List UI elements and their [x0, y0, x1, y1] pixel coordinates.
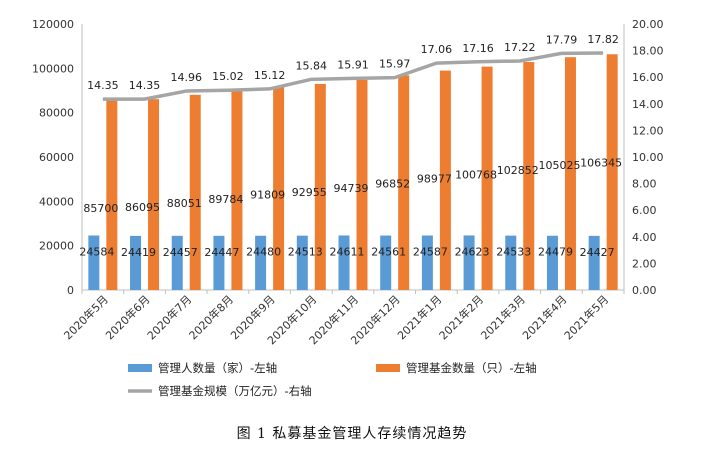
- bar-managers: [338, 235, 350, 290]
- data-label-managers: 24457: [163, 246, 198, 259]
- right-tick-label: 12.00: [632, 124, 664, 137]
- right-tick-label: 14.00: [632, 98, 664, 111]
- data-label-scale: 17.16: [462, 42, 494, 55]
- data-label-funds: 102852: [497, 164, 539, 177]
- data-label-scale: 15.97: [379, 58, 411, 71]
- data-label-managers: 24427: [580, 246, 615, 259]
- data-label-managers: 24623: [455, 245, 490, 258]
- bar-managers: [505, 235, 517, 290]
- bar-funds: [564, 57, 576, 291]
- data-label-scale: 17.82: [587, 33, 619, 46]
- data-label-managers: 24533: [496, 246, 531, 259]
- bar-funds: [481, 66, 493, 290]
- bar-funds: [439, 70, 451, 290]
- left-tick-label: 100000: [32, 62, 74, 75]
- data-label-funds: 89784: [208, 193, 243, 206]
- bar-funds: [523, 62, 535, 290]
- left-tick-label: 20000: [39, 240, 74, 253]
- right-tick-label: 16.00: [632, 71, 664, 84]
- line-scale: [102, 51, 604, 101]
- legend-swatch: [128, 364, 152, 372]
- data-label-managers: 24419: [121, 246, 156, 259]
- bar-funds: [189, 94, 201, 290]
- data-label-managers: 24611: [330, 245, 365, 258]
- data-label-managers: 24480: [246, 246, 281, 259]
- data-label-scale: 17.06: [421, 43, 453, 56]
- left-tick-label: 80000: [39, 107, 74, 120]
- bar-funds: [356, 79, 368, 291]
- data-label-managers: 24447: [204, 246, 239, 259]
- left-tick-label: 40000: [39, 195, 74, 208]
- data-label-managers: 24587: [413, 245, 448, 258]
- legend-label: 管理人数量（家）-左轴: [158, 361, 277, 375]
- bar-managers: [255, 235, 267, 290]
- left-tick-label: 60000: [39, 151, 74, 164]
- bar-funds: [606, 54, 618, 290]
- bar-managers: [546, 235, 558, 290]
- data-label-funds: 86095: [125, 201, 160, 214]
- data-label-scale: 17.79: [546, 33, 578, 46]
- data-label-funds: 91809: [250, 188, 285, 201]
- bar-managers: [213, 235, 225, 290]
- right-tick-label: 0.00: [632, 284, 657, 297]
- bar-funds: [398, 75, 410, 290]
- bar-managers: [171, 235, 183, 290]
- legend-label: 管理基金规模（万亿元）-右轴: [158, 384, 312, 398]
- right-tick-label: 8.00: [632, 178, 657, 191]
- bar-managers: [380, 235, 392, 290]
- line-series: [102, 51, 604, 101]
- bar-managers: [296, 235, 308, 290]
- data-label-managers: 24584: [79, 246, 114, 259]
- data-label-scale: 15.02: [212, 70, 244, 83]
- right-tick-label: 18.00: [632, 45, 664, 58]
- data-label-funds: 92955: [292, 186, 327, 199]
- data-label-scale: 14.35: [129, 79, 161, 92]
- data-label-scale: 15.12: [254, 69, 286, 82]
- bar-series: [88, 54, 618, 291]
- left-axis: 0 20000 40000 60000 80000 100000 120000: [32, 18, 83, 297]
- right-tick-label: 2.00: [632, 257, 657, 270]
- legend-label: 管理基金数量（只）-左轴: [406, 361, 537, 375]
- right-tick-label: 20.00: [632, 18, 664, 31]
- legend-swatch: [376, 364, 400, 372]
- data-label-funds: 88051: [167, 197, 202, 210]
- data-label-managers: 24561: [371, 246, 406, 259]
- data-labels: 24584 24419 24457 24447 24480 24513 24611 24561…: [79, 33, 622, 259]
- bar-funds: [314, 83, 326, 290]
- bar-managers: [588, 235, 600, 290]
- bar-funds: [106, 100, 118, 290]
- bar-funds: [231, 90, 243, 291]
- left-tick-label: 120000: [32, 18, 74, 31]
- bar-funds: [273, 86, 285, 290]
- data-label-scale: 14.96: [170, 71, 202, 84]
- data-label-funds: 100768: [455, 169, 497, 182]
- data-label-scale: 15.91: [337, 58, 369, 71]
- right-axis: 0.00 2.00 4.00 6.00 8.00 10.00 12.00 14.00 16.00…: [623, 18, 664, 297]
- left-tick-label: 0: [67, 284, 74, 297]
- data-label-funds: 94739: [334, 182, 369, 195]
- bar-managers: [463, 235, 475, 290]
- figure-caption: 图 1 私募基金管理人存续情况趋势: [237, 425, 468, 442]
- x-tick-label: 2021年5月: [561, 292, 611, 342]
- data-label-managers: 24479: [538, 246, 573, 259]
- x-axis: 2020年5月2020年6月2020年7月2020年8月2020年9月2020年…: [61, 289, 625, 347]
- bar-funds: [148, 99, 160, 290]
- data-label-scale: 14.35: [87, 79, 119, 92]
- data-label-funds: 85700: [83, 202, 118, 215]
- bar-managers: [88, 235, 100, 290]
- data-label-scale: 15.84: [296, 59, 328, 72]
- data-label-funds: 96852: [375, 177, 410, 190]
- data-label-funds: 98977: [417, 173, 452, 186]
- data-label-funds: 105025: [538, 159, 580, 172]
- data-label-funds: 106345: [580, 156, 622, 169]
- data-label-managers: 24513: [288, 246, 323, 259]
- data-label-scale: 17.22: [504, 41, 536, 54]
- bar-managers: [421, 235, 433, 290]
- bar-managers: [130, 235, 142, 290]
- right-tick-label: 4.00: [632, 231, 657, 244]
- right-tick-label: 6.00: [632, 204, 657, 217]
- right-tick-label: 10.00: [632, 151, 664, 164]
